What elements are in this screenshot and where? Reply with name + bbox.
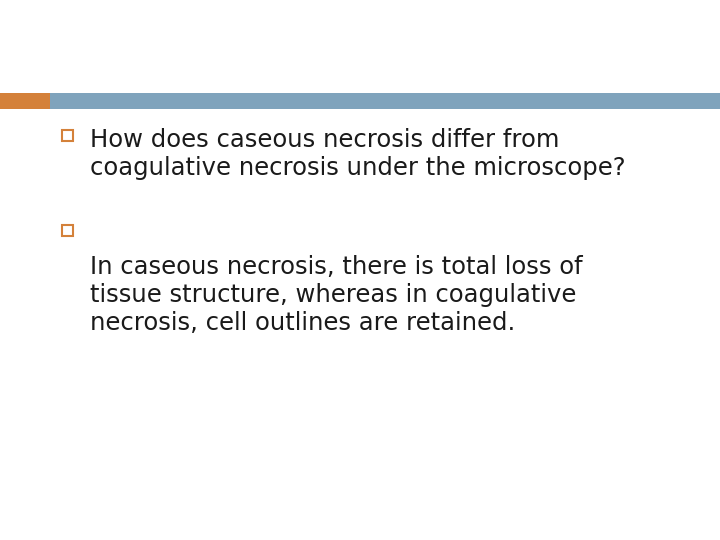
Text: coagulative necrosis under the microscope?: coagulative necrosis under the microscop… — [90, 156, 626, 180]
Bar — [62, 130, 73, 141]
Text: In caseous necrosis, there is total loss of: In caseous necrosis, there is total loss… — [90, 255, 582, 279]
Bar — [50, 93, 720, 109]
Bar — [62, 225, 73, 236]
Text: necrosis, cell outlines are retained.: necrosis, cell outlines are retained. — [90, 311, 516, 335]
Text: How does caseous necrosis differ from: How does caseous necrosis differ from — [90, 128, 559, 152]
Text: tissue structure, whereas in coagulative: tissue structure, whereas in coagulative — [90, 283, 577, 307]
Bar — [0, 93, 50, 109]
